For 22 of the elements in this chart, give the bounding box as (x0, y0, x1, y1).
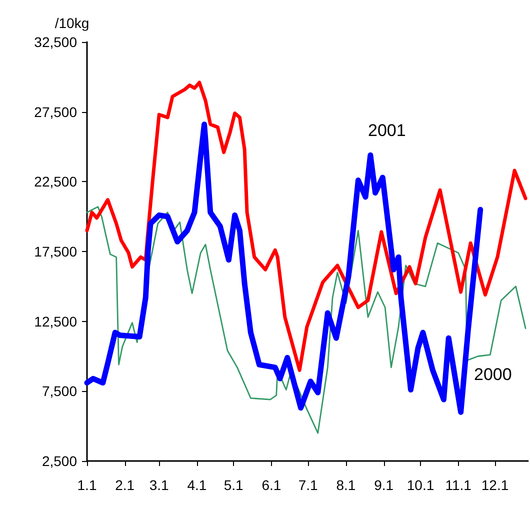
x-tick-label: 12.1 (481, 477, 509, 493)
y-tick-label: 27,500 (34, 104, 78, 120)
y-tick-label: 32,500 (34, 34, 78, 50)
y-axis-title: /10kg (54, 15, 90, 31)
x-tick-label: 11.1 (445, 477, 472, 493)
x-tick-label: 5.1 (224, 477, 244, 493)
x-tick-label: 8.1 (336, 477, 356, 493)
annotation: 2001 (368, 121, 406, 140)
y-tick-label: 7,500 (42, 383, 78, 400)
x-tick-label: 1.1 (77, 477, 97, 493)
x-tick-label: 9.1 (374, 477, 394, 493)
annotation: 2000 (474, 365, 512, 384)
x-tick-label: 3.1 (149, 477, 170, 493)
x-tick-label: 6.1 (262, 477, 282, 493)
x-tick-label: 7.1 (298, 477, 318, 493)
x-tick-label: 2.1 (115, 477, 135, 493)
x-tick-label: 10.1 (406, 477, 434, 493)
y-tick-label: 17,500 (34, 244, 78, 260)
x-tick-label: 4.1 (187, 477, 207, 493)
y-tick-label: 12,500 (34, 313, 78, 330)
y-tick-label: 2,500 (42, 453, 78, 469)
y-tick-label: 22,500 (34, 174, 78, 190)
